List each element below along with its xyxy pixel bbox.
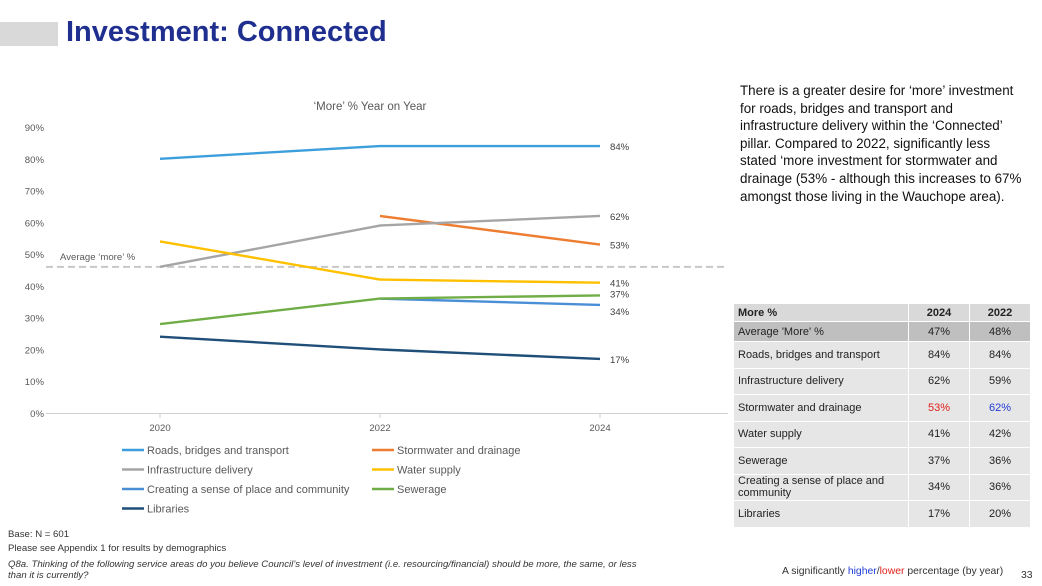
chart-legend: Roads, bridges and transport Stormwater a…	[122, 445, 521, 516]
legend-item: Water supply	[372, 465, 461, 477]
table-cell-label: Libraries	[734, 500, 909, 528]
y-axis: 0% 10% 20% 30% 40% 50% 60% 70% 80% 90%	[25, 123, 45, 420]
y-tick-label: 90%	[25, 123, 45, 134]
table-row: Stormwater and drainage 53% 62%	[734, 394, 1030, 422]
significance-higher: higher	[847, 566, 877, 577]
table-header-2022: 2022	[969, 304, 1030, 322]
series-end-label: 37%	[610, 289, 630, 300]
legend-label: Creating a sense of place and community	[147, 484, 350, 496]
table-cell-2024: 37%	[908, 447, 970, 475]
table-cell-2022: 36%	[969, 447, 1030, 475]
table-row: Sewerage 37% 36%	[734, 447, 1030, 475]
footnote-question: Q8a. Thinking of the following service a…	[8, 559, 637, 581]
series-lines: 84% 53% 62% 41% 34% 37% 17%	[159, 142, 630, 366]
table-cell-2022: 62%	[969, 394, 1030, 422]
y-tick-label: 20%	[25, 345, 45, 356]
significance-separator: /	[876, 566, 880, 577]
series-line-stormwater-and-drainage	[379, 214, 601, 246]
y-tick-label: 50%	[25, 250, 45, 261]
table-cell-2024: 47%	[908, 321, 970, 342]
y-tick-label: 60%	[25, 218, 45, 229]
footnote-base: Base: N = 601	[8, 529, 70, 540]
table-header-label: More %	[734, 304, 909, 322]
table-row: Water supply 41% 42%	[734, 421, 1030, 448]
page-title: Investment: Connected	[66, 16, 387, 48]
table-cell-label: Stormwater and drainage	[734, 394, 909, 422]
series-end-label: 53%	[610, 241, 630, 252]
table-cell-2022: 20%	[969, 500, 1030, 528]
series-line-sewerage	[159, 294, 601, 326]
x-axis: 2020 2022 2024	[149, 413, 611, 434]
average-reference-line: Average ‘more’ %	[46, 252, 728, 268]
series-end-label: 62%	[610, 212, 630, 223]
legend-label: Roads, bridges and transport	[147, 445, 289, 457]
table-row-average: Average 'More' % 47% 48%	[734, 321, 1030, 342]
table-header-row: More % 2024 2022	[734, 304, 1030, 322]
y-tick-label: 30%	[25, 314, 45, 325]
line-chart: ‘More’ % Year on Year 0% 10% 20% 30% 40% 50% 6…	[25, 101, 728, 516]
table-cell-2024: 41%	[908, 421, 970, 448]
legend-label: Water supply	[397, 465, 461, 477]
table-row: Creating a sense of place and community 3…	[734, 474, 1030, 501]
table-cell-2024: 53%	[908, 394, 970, 422]
series-line-infrastructure-delivery	[159, 214, 601, 269]
legend-label: Stormwater and drainage	[397, 445, 521, 457]
legend-label: Sewerage	[397, 484, 447, 496]
table-cell-label: Roads, bridges and transport	[734, 341, 909, 369]
legend-label: Infrastructure delivery	[147, 465, 253, 477]
table-cell-2022: 48%	[969, 321, 1030, 342]
x-tick-label: 2020	[149, 423, 170, 434]
legend-item: Libraries	[122, 504, 190, 516]
table-cell-label: Water supply	[734, 421, 909, 448]
series-end-label: 17%	[610, 355, 630, 366]
table-cell-2022: 59%	[969, 368, 1030, 395]
legend-item: Roads, bridges and transport	[122, 445, 289, 457]
table-row: Libraries 17% 20%	[734, 500, 1030, 528]
table-cell-2024: 17%	[908, 500, 970, 528]
table-cell-2022: 36%	[969, 474, 1030, 501]
table-cell-2024: 84%	[908, 341, 970, 369]
series-end-label: 84%	[610, 142, 630, 153]
table-cell-2022: 42%	[969, 421, 1030, 448]
more-percentage-table: More % 2024 2022 Average 'More' % 47% 48…	[734, 304, 1030, 528]
legend-item: Sewerage	[372, 484, 447, 496]
series-line-libraries	[159, 335, 601, 361]
table-cell-label: Infrastructure delivery	[734, 368, 909, 395]
series-end-label: 34%	[610, 307, 630, 318]
table-cell-label: Sewerage	[734, 447, 909, 475]
legend-item: Stormwater and drainage	[372, 445, 521, 457]
page-number: 33	[1021, 570, 1033, 581]
series-line-water-supply	[159, 240, 601, 284]
footnote-appendix: Please see Appendix 1 for results by dem…	[8, 543, 227, 554]
series-line-creating-a-sense-of-place-and-community	[379, 297, 601, 307]
significance-prefix: A significantly	[782, 566, 848, 577]
series-end-label: 41%	[610, 279, 630, 290]
legend-item: Creating a sense of place and community	[122, 484, 350, 496]
y-tick-label: 0%	[30, 409, 44, 420]
average-line-label: Average ‘more’ %	[60, 252, 136, 263]
table-cell-label: Average 'More' %	[734, 321, 909, 342]
title-accent-bar	[0, 22, 58, 46]
significance-lower: lower	[879, 566, 905, 577]
significance-legend: A significantly higher/lower percentage …	[782, 566, 1003, 577]
x-tick-label: 2022	[369, 423, 390, 434]
series-line-roads-bridges-and-transport	[159, 144, 600, 160]
chart-title: ‘More’ % Year on Year	[314, 101, 427, 113]
legend-label: Libraries	[147, 504, 190, 516]
table-cell-2022: 84%	[969, 341, 1030, 369]
x-tick-label: 2024	[589, 423, 611, 434]
table-row: Roads, bridges and transport 84% 84%	[734, 341, 1030, 369]
significance-suffix: percentage (by year)	[904, 566, 1004, 577]
y-tick-label: 70%	[25, 187, 45, 198]
y-tick-label: 80%	[25, 155, 45, 166]
y-tick-label: 40%	[25, 282, 45, 293]
y-tick-label: 10%	[25, 377, 45, 388]
insight-description: There is a greater desire for ‘more’ inv…	[740, 83, 1022, 204]
table-cell-label: Creating a sense of place and community	[734, 474, 909, 501]
table-row: Infrastructure delivery 62% 59%	[734, 368, 1030, 395]
table-header-2024: 2024	[908, 304, 970, 322]
table-cell-2024: 62%	[908, 368, 970, 395]
table-cell-2024: 34%	[908, 474, 970, 501]
legend-item: Infrastructure delivery	[122, 465, 253, 477]
